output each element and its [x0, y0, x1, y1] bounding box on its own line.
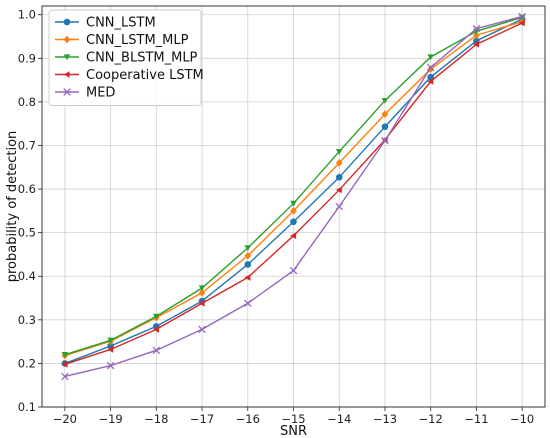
legend-box: [48, 9, 202, 106]
legend-marker: [63, 88, 71, 96]
y-tick-label: 1.0: [18, 8, 36, 22]
y-tick-label: 0.3: [18, 313, 36, 327]
data-point: [427, 78, 434, 85]
y-tick-label: 0.5: [18, 226, 36, 240]
legend-marker: [63, 54, 71, 61]
data-point: [107, 346, 114, 353]
y-tick-label: 0.1: [18, 400, 36, 414]
legend-marker: [63, 71, 70, 78]
data-point: [335, 173, 343, 181]
y-tick-label: 0.2: [18, 356, 36, 370]
data-point: [198, 299, 205, 307]
data-point: [289, 266, 298, 275]
data-point: [244, 251, 252, 260]
data-point: [244, 261, 252, 268]
legend-item: CNN_LSTM_MLP: [55, 33, 189, 48]
data-point: [61, 372, 69, 381]
data-point: [198, 285, 206, 292]
x-tick-label: −15: [281, 412, 305, 426]
legend-label: CNN_BLSTM_MLP: [86, 51, 198, 66]
y-tick-label: 0.6: [18, 182, 36, 196]
data-point: [107, 337, 114, 344]
data-point: [335, 148, 343, 155]
data-point: [198, 325, 206, 334]
data-point: [381, 136, 389, 145]
legend-item: Cooperative LSTM: [55, 68, 204, 83]
legend-item: CNN_LSTM: [55, 16, 156, 31]
series-4: [61, 12, 526, 381]
x-axis: −20 −19 −18 −17 −16 −15 −14 −13 −12 −11 −10: [53, 407, 534, 426]
data-point: [427, 65, 434, 74]
legend-label: MED: [86, 86, 115, 101]
x-tick-label: −16: [236, 412, 260, 426]
data-point: [61, 352, 69, 358]
x-tick-label: −19: [98, 412, 122, 426]
y-tick-label: 0.8: [18, 95, 36, 109]
data-point: [290, 200, 297, 207]
data-point: [381, 110, 389, 118]
data-point: [244, 245, 252, 252]
data-point: [518, 12, 526, 21]
y-axis: 0.1 0.2 0.3 0.4 0.5 0.6 0.7 0.8 0.9 1.0: [18, 8, 42, 414]
data-point: [473, 41, 480, 48]
x-tick-label: −10: [510, 412, 534, 426]
data-point: [290, 218, 297, 226]
y-tick-label: 0.7: [18, 138, 36, 152]
legend-label: CNN_LSTM: [86, 16, 156, 31]
data-point: [152, 346, 161, 355]
data-point: [473, 31, 480, 40]
data-point: [61, 360, 68, 368]
x-tick-label: −17: [190, 412, 214, 426]
data-point: [244, 299, 252, 308]
data-point: [335, 159, 343, 167]
data-point: [381, 123, 389, 131]
data-point: [153, 326, 159, 333]
data-point: [427, 54, 434, 61]
data-point: [106, 361, 115, 370]
x-tick-label: −11: [464, 412, 488, 426]
series-layer: [61, 12, 526, 381]
data-point: [290, 206, 297, 215]
legend: CNN_LSTM CNN_LSTM_MLP CNN_BLSTM_MLP Coopera…: [48, 9, 204, 106]
data-point: [290, 232, 297, 240]
y-tick-label: 0.9: [18, 51, 36, 65]
data-point: [518, 19, 525, 27]
legend-label: CNN_LSTM_MLP: [86, 33, 189, 48]
legend-marker: [63, 18, 71, 26]
y-tick-label: 0.4: [18, 269, 36, 283]
legend-item: CNN_BLSTM_MLP: [55, 51, 198, 66]
x-tick-label: −12: [419, 412, 443, 426]
legend-item: MED: [55, 86, 115, 101]
x-tick-label: −18: [144, 412, 168, 426]
data-point: [472, 24, 481, 33]
x-axis-label: SNR: [280, 424, 307, 438]
data-point: [153, 313, 160, 320]
data-point: [198, 288, 206, 297]
data-point: [381, 97, 389, 104]
x-tick-label: −14: [327, 412, 351, 426]
legend-label: Cooperative LSTM: [86, 68, 204, 83]
x-tick-label: −13: [373, 412, 397, 426]
x-tick-label: −20: [53, 412, 77, 426]
data-point: [426, 63, 435, 72]
data-point: [244, 274, 251, 281]
legend-marker: [63, 35, 71, 44]
data-point: [335, 202, 343, 211]
y-axis-label: probability of detection: [5, 131, 20, 283]
data-point: [335, 186, 342, 194]
